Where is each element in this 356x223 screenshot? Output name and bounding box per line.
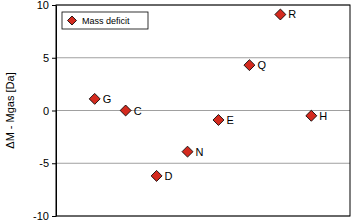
chart: -10 -5 0 5 10 G C D N E Q R H Mass deficit ΔM - Mgas [… xyxy=(0,0,356,223)
legend-marker xyxy=(68,16,77,25)
legend-label: Mass deficit xyxy=(82,16,130,26)
point xyxy=(182,146,193,157)
point-label: C xyxy=(134,105,142,117)
y-tick-mark xyxy=(52,111,56,112)
y-axis: -10 -5 0 5 10 xyxy=(33,0,56,222)
point-label: G xyxy=(103,93,112,105)
point xyxy=(244,60,255,71)
point xyxy=(89,93,100,104)
frame xyxy=(56,5,350,216)
y-tick-label: 0 xyxy=(43,105,49,117)
y-tick-mark xyxy=(52,216,56,217)
y-axis-line xyxy=(56,6,57,217)
y-tick-label: -10 xyxy=(33,210,49,222)
grid xyxy=(56,5,350,216)
y-tick-label: 5 xyxy=(43,52,49,64)
grid-line xyxy=(56,163,350,164)
point xyxy=(213,115,224,126)
grid-line xyxy=(56,110,350,111)
y-tick-mark xyxy=(52,58,56,59)
y-axis-title: ΔM - Mgas [Da] xyxy=(4,72,16,148)
point-label: D xyxy=(165,170,173,182)
point-labels: G C D N E Q R H xyxy=(103,8,328,181)
point xyxy=(306,110,317,121)
point-label: E xyxy=(226,114,233,126)
y-tick: -10 xyxy=(33,210,56,222)
y-tick-label: -5 xyxy=(39,157,49,169)
point-label: H xyxy=(319,110,327,122)
legend: Mass deficit xyxy=(62,12,148,29)
y-tick: -5 xyxy=(39,157,56,169)
y-tick-mark xyxy=(52,5,56,6)
y-tick: 5 xyxy=(43,52,56,64)
y-tick-mark xyxy=(52,163,56,164)
grid-line xyxy=(56,57,350,58)
point xyxy=(120,105,131,116)
point-label: N xyxy=(196,146,204,158)
y-tick: 10 xyxy=(37,0,56,11)
point xyxy=(151,170,162,181)
legend-box xyxy=(62,12,148,29)
y-tick: 0 xyxy=(43,105,56,117)
point-label: R xyxy=(288,8,296,20)
plot: -10 -5 0 5 10 G C D N E Q R H Mass deficit xyxy=(33,0,350,222)
point xyxy=(275,9,286,20)
points xyxy=(89,9,317,181)
y-tick-label: 10 xyxy=(37,0,49,11)
point-label: Q xyxy=(257,59,266,71)
